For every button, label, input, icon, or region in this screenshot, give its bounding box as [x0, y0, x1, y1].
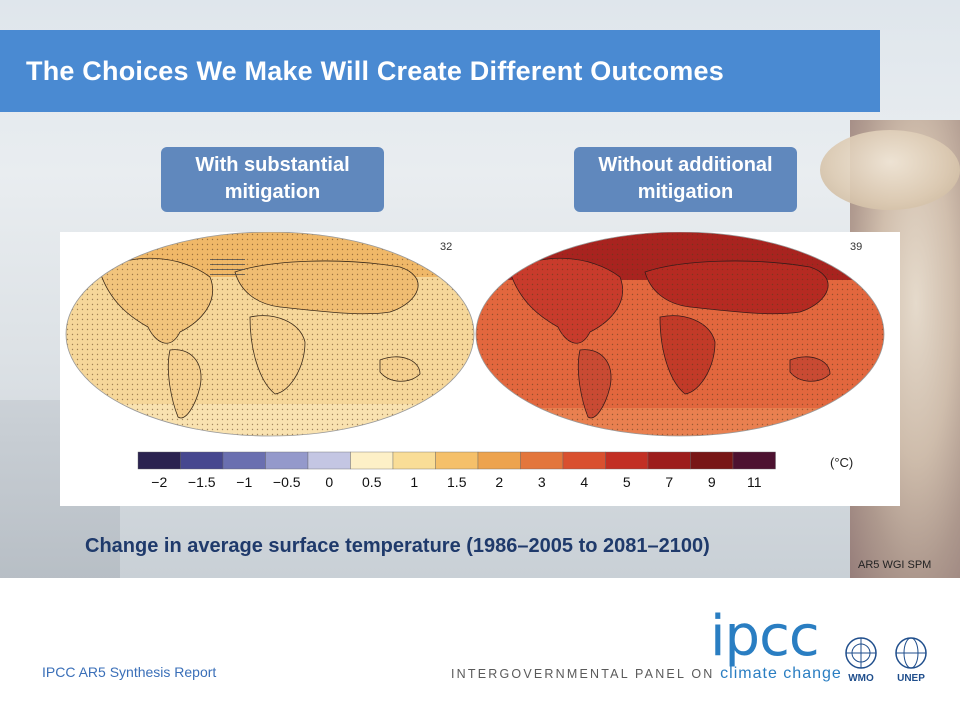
colorbar-segment — [392, 451, 436, 470]
colorbar-tick-label: 1.5 — [447, 474, 467, 490]
wmo-globe-icon — [845, 637, 877, 669]
title-bar — [0, 30, 880, 112]
colorbar-tick-label: 9 — [708, 474, 716, 490]
colorbar-tick-label: −1.5 — [188, 474, 216, 490]
colorbar-tick-label: 1 — [410, 474, 418, 490]
ipcc-subtitle-prefix: INTERGOVERNMENTAL PANEL ON — [451, 667, 715, 681]
colorbar-tick-label: 3 — [538, 474, 546, 490]
colorbar: −2 −1.5 −1 −0.5 0 0.5 1 1.5 2 3 4 5 7 9 11 — [137, 451, 776, 490]
ipcc-subtitle: INTERGOVERNMENTAL PANEL ON climate chang… — [451, 665, 842, 683]
colorbar-segment — [307, 451, 351, 470]
map-without-mitigation — [476, 232, 884, 436]
colorbar-segment — [222, 451, 266, 470]
models-count-left: 32 — [440, 241, 452, 253]
colorbar-segment — [265, 451, 309, 470]
colorbar-tick-label: 2 — [495, 474, 503, 490]
colorbar-segment — [435, 451, 479, 470]
maps-panel: 32 39 −2 −1.5 −1 −0.5 0 0.5 1 1.5 2 3 4 5 7 9 11 (°C) — [60, 231, 900, 506]
colorbar-segment — [137, 451, 181, 470]
colorbar-segment — [562, 451, 606, 470]
label-with-mitigation: With substantial mitigation — [161, 147, 384, 212]
colorbar-tick-label: −1 — [236, 474, 252, 490]
wmo-label: WMO — [848, 673, 874, 684]
unep-globe-icon — [895, 637, 927, 669]
colorbar-tick-label: 11 — [747, 474, 762, 490]
wmo-logo: WMO — [838, 636, 884, 684]
colorbar-tick-label: −2 — [151, 474, 167, 490]
ipcc-logo: ipcc — [710, 604, 820, 669]
colorbar-segment — [477, 451, 521, 470]
colorbar-tick-label: 0 — [325, 474, 333, 490]
figure-caption: Change in average surface temperature (1… — [85, 535, 710, 557]
colorbar-segment — [732, 451, 776, 470]
colorbar-tick-label: 5 — [623, 474, 631, 490]
models-count-right: 39 — [850, 241, 862, 253]
maps-figure: 32 39 −2 −1.5 −1 −0.5 0 0.5 1 1.5 2 3 4 5 7 9 11 (°C) — [65, 231, 885, 490]
label-without-mitigation: Without additional mitigation — [574, 147, 797, 212]
slide-title: The Choices We Make Will Create Differen… — [26, 56, 724, 86]
colorbar-tick-label: −0.5 — [273, 474, 301, 490]
ipcc-subtitle-suffix: climate change — [720, 665, 842, 682]
colorbar-segment — [605, 451, 649, 470]
unep-logo: UNEP — [888, 636, 934, 684]
unep-label: UNEP — [897, 673, 925, 684]
background-hat — [820, 130, 960, 210]
colorbar-tick-label: 4 — [580, 474, 588, 490]
colorbar-segment — [690, 451, 734, 470]
colorbar-unit: (°C) — [830, 455, 853, 470]
colorbar-segment — [647, 451, 691, 470]
colorbar-segment — [520, 451, 564, 470]
colorbar-segment — [350, 451, 394, 470]
colorbar-tick-label: 7 — [665, 474, 673, 490]
map-with-mitigation — [66, 232, 474, 436]
footer-report-name: IPCC AR5 Synthesis Report — [42, 664, 217, 680]
colorbar-segment — [180, 451, 224, 470]
colorbar-tick-label: 0.5 — [362, 474, 382, 490]
source-note: AR5 WGI SPM — [858, 559, 932, 571]
